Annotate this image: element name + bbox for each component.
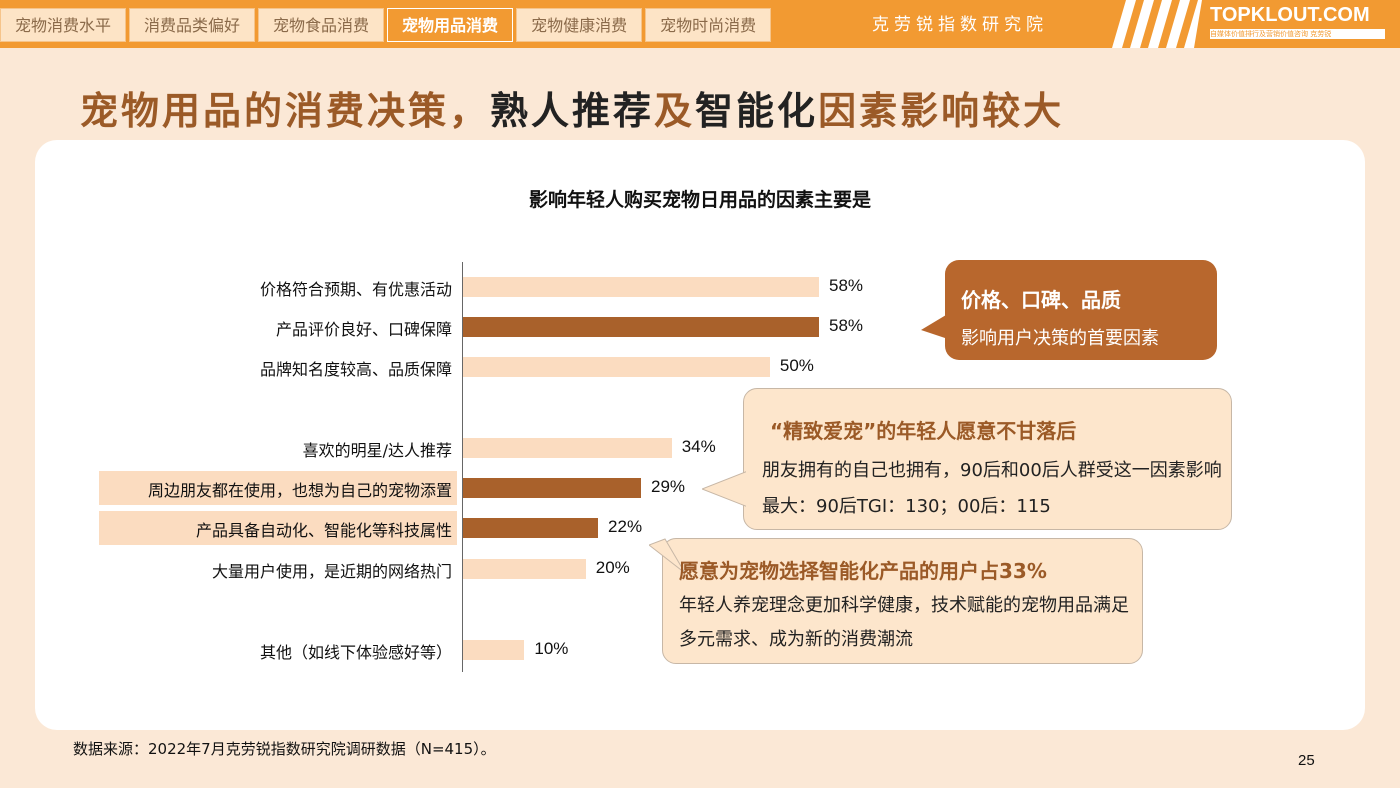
callout-smart-products: 愿意为宠物选择智能化产品的用户占33% 年轻人养宠理念更加科学健康，技术赋能的宠… [649,538,1143,664]
callout-body: 年轻人养宠理念更加科学健康，技术赋能的宠物用品满足多元需求、成为新的消费潮流 [679,595,1129,650]
top-bar: 宠物消费水平 消费品类偏好 宠物食品消费 宠物用品消费 宠物健康消费 宠物时尚消… [0,0,1400,48]
title-part2: 熟人推荐 [490,89,655,133]
category-label: 大量用户使用，是近期的网络热门 [211,562,452,581]
callout-peer-influence: “精致爱宠”的年轻人愿意不甘落后 朋友拥有的自己也拥有，90后和00后人群受这一… [702,388,1232,530]
tab-pet-fashion[interactable]: 宠物时尚消费 [645,8,772,42]
category-label: 其他（如线下体验感好等） [259,643,452,662]
bar [463,640,525,660]
category-label: 品牌知名度较高、品质保障 [259,360,452,379]
title-part5: 因素影响较大 [818,89,1065,133]
callout-heading: 价格、口碑、品质 [961,288,1121,312]
callout-pointer [921,312,951,340]
chart-title: 影响年轻人购买宠物日用品的因素主要是 [528,189,871,211]
chart-axis [462,262,463,672]
bar [463,478,641,498]
org-name: 克劳锐指数研究院 [872,15,1048,35]
bar [463,438,672,458]
bar [463,559,586,579]
category-label: 产品评价良好、口碑保障 [275,320,452,339]
category-label: 产品具备自动化、智能化等科技属性 [195,521,452,540]
tab-pet-health[interactable]: 宠物健康消费 [516,8,643,42]
callout-heading: “精致爱宠”的年轻人愿意不甘落后 [770,419,1077,443]
title-part4: 智能化 [695,89,819,133]
bar-value-label: 58% [829,316,864,335]
callout-body: 影响用户决策的首要因素 [961,328,1159,349]
callout-price-quality: 价格、口碑、品质 影响用户决策的首要因素 [921,260,1217,360]
bar [463,277,819,297]
data-source: 数据来源：2022年7月克劳锐指数研究院调研数据（N=415）。 [73,740,496,758]
page-title: 宠物用品的消费决策，熟人推荐及智能化因素影响较大 [80,80,1064,135]
section-tabs: 宠物消费水平 消费品类偏好 宠物食品消费 宠物用品消费 宠物健康消费 宠物时尚消… [0,8,772,42]
callout-body: 朋友拥有的自己也拥有，90后和00后人群受这一因素影响最大：90后TGI：130… [762,460,1222,517]
tab-pet-supplies[interactable]: 宠物用品消费 [387,8,514,42]
bar-value-label: 29% [651,477,686,496]
tab-pet-consumption-level[interactable]: 宠物消费水平 [0,8,127,42]
title-part1: 宠物用品的消费决策， [80,89,491,133]
category-label: 周边朋友都在使用，也想为自己的宠物添置 [147,481,452,500]
category-label: 价格符合预期、有优惠活动 [259,280,452,299]
bar-value-label: 58% [829,276,864,295]
bar [463,357,770,377]
bar [463,317,819,337]
title-part3: 及 [654,89,696,133]
row-highlight [99,471,457,505]
bar-value-label: 10% [534,639,569,658]
callout-pointer [702,469,748,509]
callout-heading: 愿意为宠物选择智能化产品的用户占33% [679,559,1047,583]
callout-pointer [649,538,686,574]
stripes-decoration [1112,0,1202,48]
category-label: 喜欢的明星/达人推荐 [302,441,452,460]
bar-value-label: 50% [779,356,814,375]
row-highlight [99,511,457,545]
bar-value-label: 34% [681,437,716,456]
brand-logo[interactable]: TOPKLOUT.COM [1210,4,1370,26]
tab-pet-food[interactable]: 宠物食品消费 [258,8,385,42]
brand-tagline: 自媒体价值排行及营销价值咨询 克劳锐 [1210,29,1385,39]
bar [463,518,599,538]
tab-category-preference[interactable]: 消费品类偏好 [129,8,256,42]
bar-value-label: 20% [595,558,630,577]
bar-value-label: 22% [608,517,643,536]
page-number: 25 [1298,752,1315,769]
